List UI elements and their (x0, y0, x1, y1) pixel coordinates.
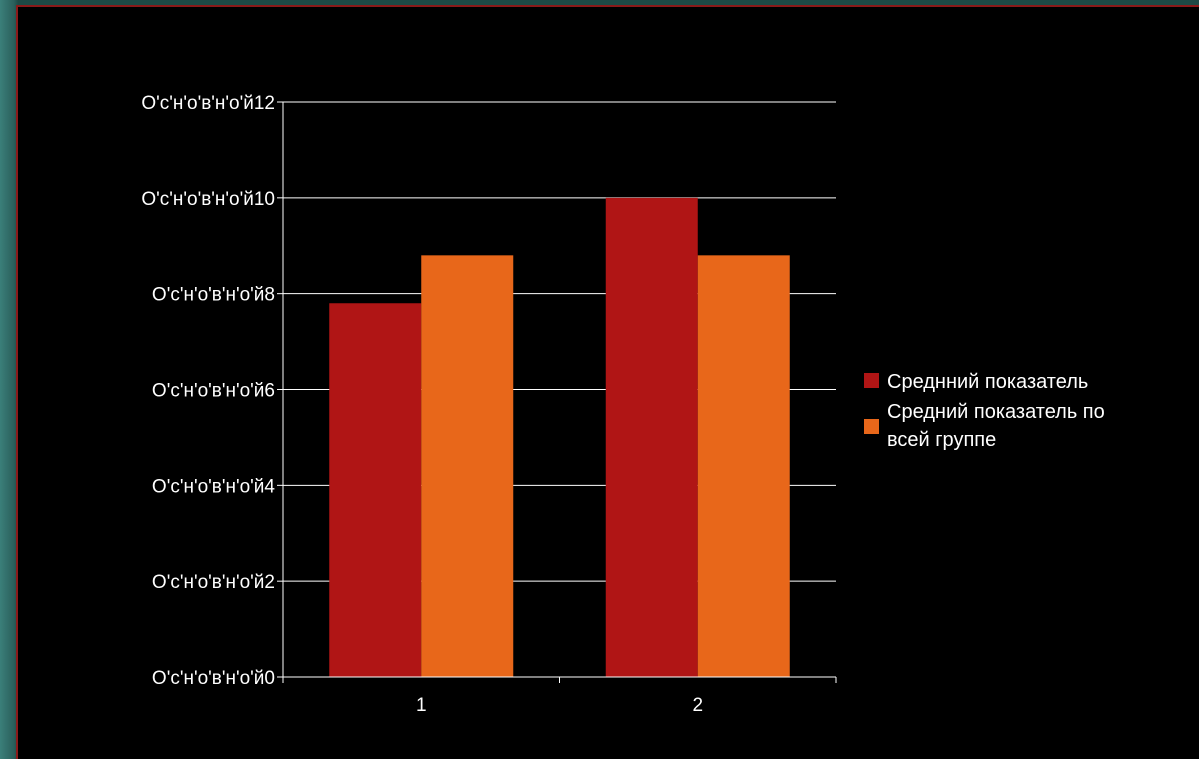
bar-series-1-cat-2 (605, 197, 698, 678)
legend-label-series-1: Среднний показатель (887, 371, 1088, 393)
y-tick-label-0: О'с'н'о'в'н'о'й0 (152, 668, 275, 689)
y-tick-label-2: О'с'н'о'в'н'о'й2 (152, 572, 275, 593)
y-tick-label-4: О'с'н'о'в'н'о'й4 (152, 476, 275, 497)
x-tick-label-1: 1 (416, 695, 427, 716)
y-tick-label-10: О'с'н'о'в'н'о'й10 (141, 189, 275, 210)
legend-label-series-2-line-2: всей группе (887, 429, 996, 451)
y-tick-labels: О'с'н'о'в'н'о'й0 О'с'н'о'в'н'о'й2 О'с'н'о'… (141, 93, 275, 689)
y-tick-label-12: О'с'н'о'в'н'о'й12 (141, 93, 275, 114)
y-tick-label-8: О'с'н'о'в'н'о'й8 (152, 285, 275, 306)
legend-swatch-series-2 (864, 419, 879, 434)
legend: Среднний показатель Средний показатель п… (864, 371, 1105, 451)
bar-series-2-cat-1 (421, 255, 514, 678)
bars (329, 197, 790, 678)
axes (277, 101, 837, 683)
legend-label-series-2-line-1: Средний показатель по (887, 401, 1105, 423)
bar-series-2-cat-2 (697, 255, 790, 678)
legend-swatch-series-1 (864, 373, 879, 388)
bar-series-1-cat-1 (329, 303, 422, 677)
x-tick-label-2: 2 (692, 695, 703, 716)
y-tick-label-6: О'с'н'о'в'н'о'й6 (152, 381, 275, 402)
